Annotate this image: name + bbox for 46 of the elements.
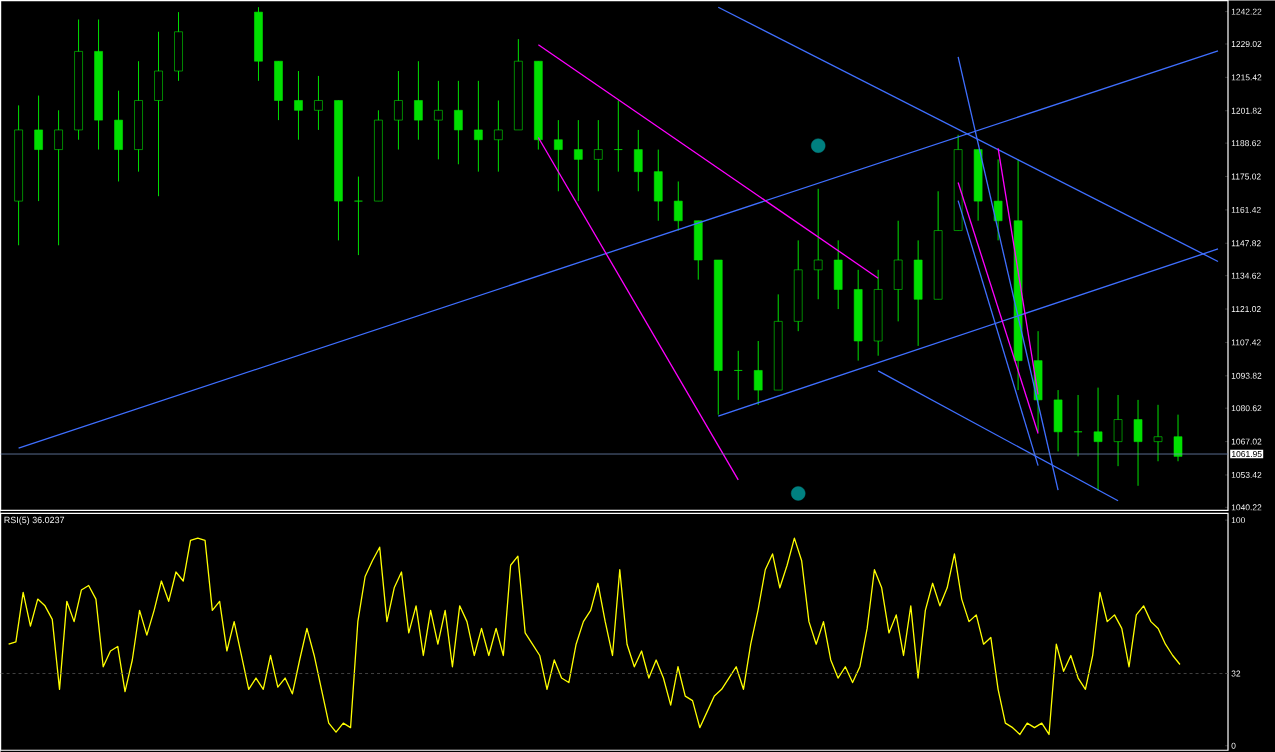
y-tick-label: 1053.42 xyxy=(1231,471,1262,478)
y-tick-label: 1201.82 xyxy=(1231,107,1262,114)
candlestick xyxy=(394,70,403,150)
y-tick-label: 1175.02 xyxy=(1231,173,1261,180)
y-tick-label: 1080.62 xyxy=(1231,405,1262,412)
y-tick-label: 1161.42 xyxy=(1231,206,1261,213)
y-tick-label: 1147.82 xyxy=(1231,240,1261,247)
y-tick-label: 1229.02 xyxy=(1231,40,1262,47)
y-tick-label: 1242.22 xyxy=(1231,8,1262,15)
candlestick xyxy=(1153,404,1163,462)
candlestick xyxy=(594,119,603,192)
y-tick-label: 1093.82 xyxy=(1231,372,1262,379)
candlestick xyxy=(1113,394,1123,467)
y-tick-label: 1040.22 xyxy=(1231,504,1262,511)
candlestick xyxy=(813,188,823,300)
y-tick-label: 1134.62 xyxy=(1231,272,1261,279)
candlestick xyxy=(414,60,423,141)
y-tick-label: 100 xyxy=(1231,517,1245,523)
candlestick xyxy=(354,175,363,256)
candlestick xyxy=(494,99,503,173)
candlestick xyxy=(1133,399,1143,487)
ref-line-label: 1061.95 xyxy=(1232,450,1262,457)
line-series xyxy=(7,537,1181,735)
candlestick xyxy=(54,109,63,246)
candlestick xyxy=(1093,387,1103,492)
candlestick xyxy=(1173,414,1183,462)
candlestick xyxy=(474,80,483,173)
candlestick xyxy=(34,94,43,202)
candlestick xyxy=(753,340,763,406)
candlestick xyxy=(993,158,1003,241)
candlestick xyxy=(554,119,563,192)
y-tick-label: 1188.62 xyxy=(1231,140,1261,147)
candlestick xyxy=(454,80,463,165)
candlestick xyxy=(434,80,443,160)
y-tick-label: 1121.02 xyxy=(1231,305,1261,312)
y-tick-label: 1067.02 xyxy=(1231,438,1262,445)
candlestick xyxy=(673,180,683,231)
candlestick xyxy=(294,70,303,141)
candlestick xyxy=(574,119,583,202)
candlestick xyxy=(633,129,643,192)
y-tick-label: 0 xyxy=(1231,742,1236,749)
y-tick-label: 32 xyxy=(1231,670,1241,677)
candlestick xyxy=(314,75,323,131)
y-tick-label: 1107.42 xyxy=(1231,339,1261,346)
y-tick-label: 1215.42 xyxy=(1231,74,1262,81)
chart-title: RSI(5) 36.0237 xyxy=(4,516,65,525)
